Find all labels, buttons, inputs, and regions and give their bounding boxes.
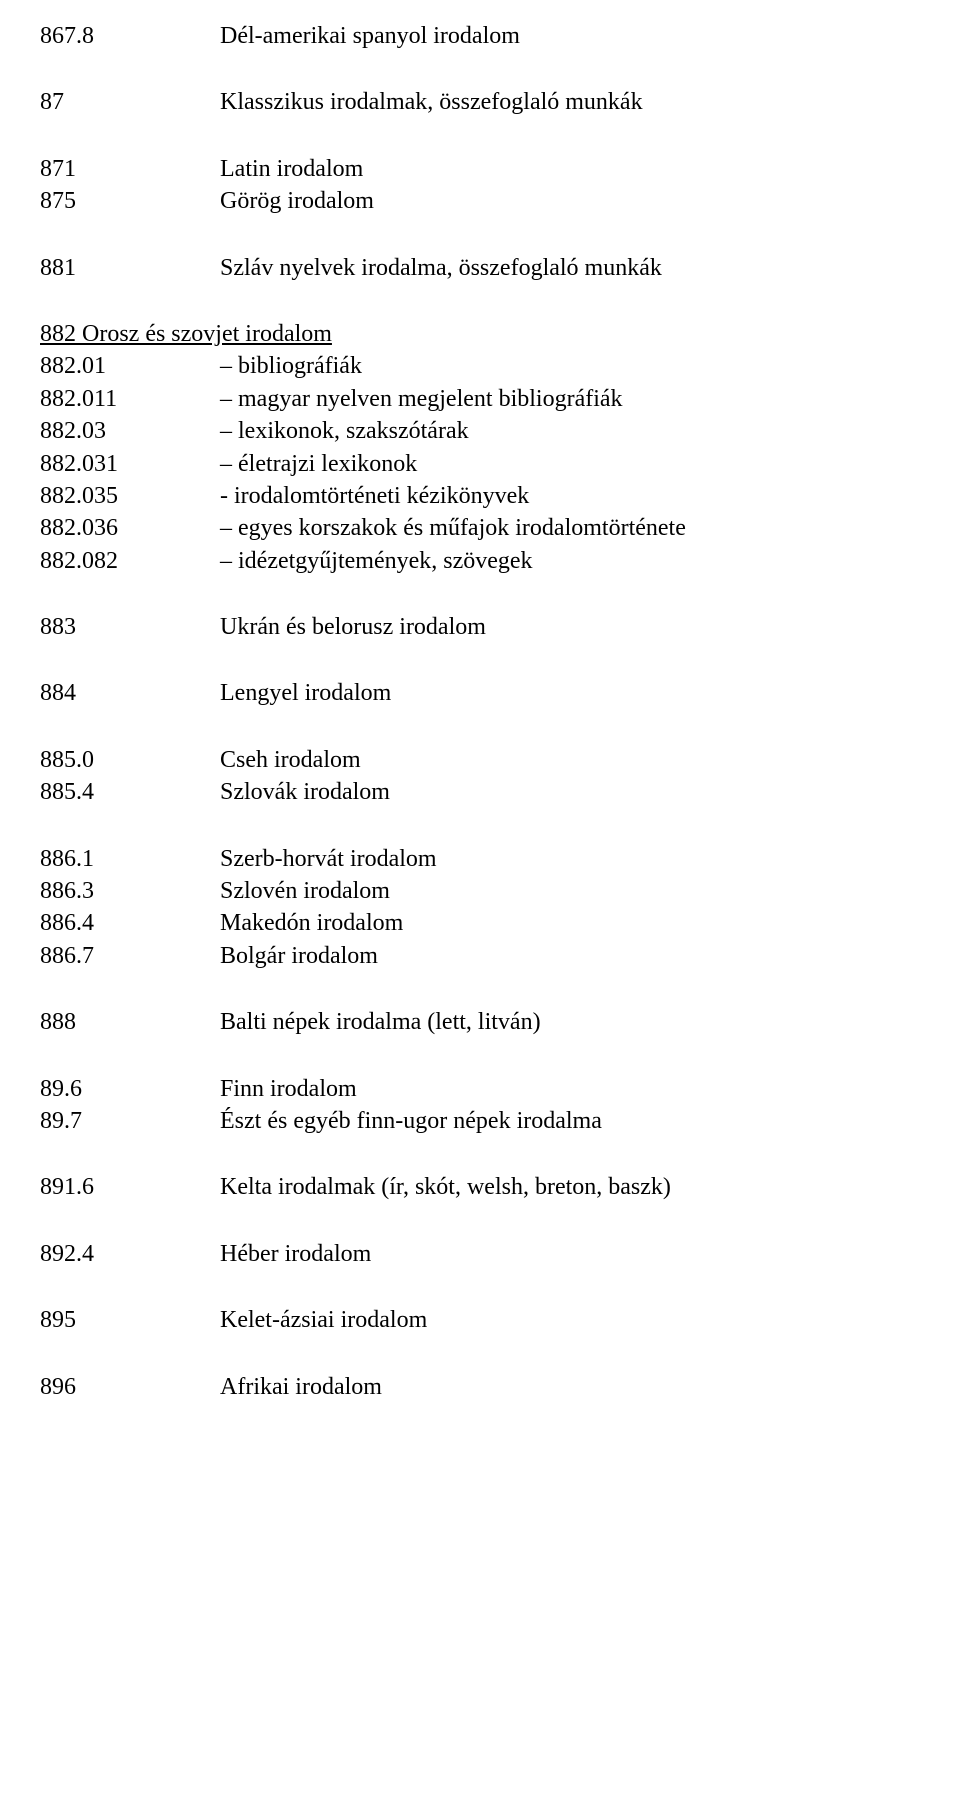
group-gap: [40, 577, 960, 611]
row-code: 882.036: [40, 512, 220, 544]
group-gap: [40, 972, 960, 1006]
row-description: Lengyel irodalom: [220, 677, 960, 709]
row-description: Cseh irodalom: [220, 744, 960, 776]
group-gap: [40, 1137, 960, 1171]
list-row: 886.3Szlovén irodalom: [40, 875, 960, 907]
row-description: Makedón irodalom: [220, 907, 960, 939]
list-row: 882.031– életrajzi lexikonok: [40, 448, 960, 480]
list-row: 896Afrikai irodalom: [40, 1371, 960, 1403]
row-description: Latin irodalom: [220, 153, 960, 185]
list-row: 871Latin irodalom: [40, 153, 960, 185]
row-description: – idézetgyűjtemények, szövegek: [220, 545, 960, 577]
list-row: 885.4Szlovák irodalom: [40, 776, 960, 808]
group-gap: [40, 218, 960, 252]
list-row: 87Klasszikus irodalmak, összefoglaló mun…: [40, 86, 960, 118]
list-row: 883Ukrán és belorusz irodalom: [40, 611, 960, 643]
row-code: 87: [40, 86, 220, 118]
list-row: 888Balti népek irodalma (lett, litván): [40, 1006, 960, 1038]
classification-list: 867.8Dél-amerikai spanyol irodalom 87Klas…: [40, 20, 960, 1403]
group-gap: [40, 1270, 960, 1304]
group-gap: [40, 809, 960, 843]
row-code: 886.4: [40, 907, 220, 939]
row-description: Héber irodalom: [220, 1238, 960, 1270]
row-code: 871: [40, 153, 220, 185]
list-row: 884Lengyel irodalom: [40, 677, 960, 709]
row-description: Szerb-horvát irodalom: [220, 843, 960, 875]
list-row: 885.0Cseh irodalom: [40, 744, 960, 776]
group-gap: [40, 710, 960, 744]
row-code: 882.01: [40, 350, 220, 382]
list-row: 892.4Héber irodalom: [40, 1238, 960, 1270]
row-code: 882.031: [40, 448, 220, 480]
row-description: Kelet-ázsiai irodalom: [220, 1304, 960, 1336]
list-row: 881Szláv nyelvek irodalma, összefoglaló …: [40, 252, 960, 284]
group-gap: [40, 643, 960, 677]
row-description: Ukrán és belorusz irodalom: [220, 611, 960, 643]
row-code: 89.7: [40, 1105, 220, 1137]
list-row: 882.036– egyes korszakok és műfajok irod…: [40, 512, 960, 544]
list-row: 875Görög irodalom: [40, 185, 960, 217]
list-row: 882.01– bibliográfiák: [40, 350, 960, 382]
row-description: Bolgár irodalom: [220, 940, 960, 972]
row-description: Szlovák irodalom: [220, 776, 960, 808]
list-row: 882.082– idézetgyűjtemények, szövegek: [40, 545, 960, 577]
list-row: 882 Orosz és szovjet irodalom: [40, 318, 960, 350]
list-row: 891.6Kelta irodalmak (ír, skót, welsh, b…: [40, 1171, 960, 1203]
list-row: 882.011– magyar nyelven megjelent biblio…: [40, 383, 960, 415]
row-code: 867.8: [40, 20, 220, 52]
row-code: 882.082: [40, 545, 220, 577]
list-row: 882.03– lexikonok, szakszótárak: [40, 415, 960, 447]
group-gap: [40, 1337, 960, 1371]
row-code: 891.6: [40, 1171, 220, 1203]
row-description: – életrajzi lexikonok: [220, 448, 960, 480]
list-row: 886.1Szerb-horvát irodalom: [40, 843, 960, 875]
row-description: Szlovén irodalom: [220, 875, 960, 907]
row-code: 895: [40, 1304, 220, 1336]
row-description: Klasszikus irodalmak, összefoglaló munká…: [220, 86, 960, 118]
row-description: Dél-amerikai spanyol irodalom: [220, 20, 960, 52]
row-code: 886.3: [40, 875, 220, 907]
row-description: Balti népek irodalma (lett, litván): [220, 1006, 960, 1038]
row-code: 885.4: [40, 776, 220, 808]
row-code: 882.035: [40, 480, 220, 512]
group-gap: [40, 119, 960, 153]
row-code: 896: [40, 1371, 220, 1403]
row-description: – lexikonok, szakszótárak: [220, 415, 960, 447]
row-code: 885.0: [40, 744, 220, 776]
row-description: – bibliográfiák: [220, 350, 960, 382]
row-code: 888: [40, 1006, 220, 1038]
group-gap: [40, 284, 960, 318]
row-code: 882.03: [40, 415, 220, 447]
row-code: 886.7: [40, 940, 220, 972]
list-row: 886.4Makedón irodalom: [40, 907, 960, 939]
row-description: Kelta irodalmak (ír, skót, welsh, breton…: [220, 1171, 960, 1203]
row-description: – magyar nyelven megjelent bibliográfiák: [220, 383, 960, 415]
list-row: 867.8Dél-amerikai spanyol irodalom: [40, 20, 960, 52]
row-code: 886.1: [40, 843, 220, 875]
row-code: 89.6: [40, 1073, 220, 1105]
row-description: Észt és egyéb finn-ugor népek irodalma: [220, 1105, 960, 1137]
row-code: 892.4: [40, 1238, 220, 1270]
row-code: 884: [40, 677, 220, 709]
row-description: Szláv nyelvek irodalma, összefoglaló mun…: [220, 252, 960, 284]
row-description: Finn irodalom: [220, 1073, 960, 1105]
list-row: 886.7Bolgár irodalom: [40, 940, 960, 972]
group-gap: [40, 1204, 960, 1238]
list-row: 895Kelet-ázsiai irodalom: [40, 1304, 960, 1336]
list-row: 882.035- irodalomtörténeti kézikönyvek: [40, 480, 960, 512]
list-row: 89.7Észt és egyéb finn-ugor népek irodal…: [40, 1105, 960, 1137]
row-code: 875: [40, 185, 220, 217]
row-description: - irodalomtörténeti kézikönyvek: [220, 480, 960, 512]
group-gap: [40, 1039, 960, 1073]
row-code: 882.011: [40, 383, 220, 415]
row-description: Görög irodalom: [220, 185, 960, 217]
row-code: 881: [40, 252, 220, 284]
row-code: 883: [40, 611, 220, 643]
list-row: 89.6Finn irodalom: [40, 1073, 960, 1105]
row-description: – egyes korszakok és műfajok irodalomtör…: [220, 512, 960, 544]
group-gap: [40, 52, 960, 86]
row-description: Afrikai irodalom: [220, 1371, 960, 1403]
row-single-text: 882 Orosz és szovjet irodalom: [40, 318, 332, 350]
